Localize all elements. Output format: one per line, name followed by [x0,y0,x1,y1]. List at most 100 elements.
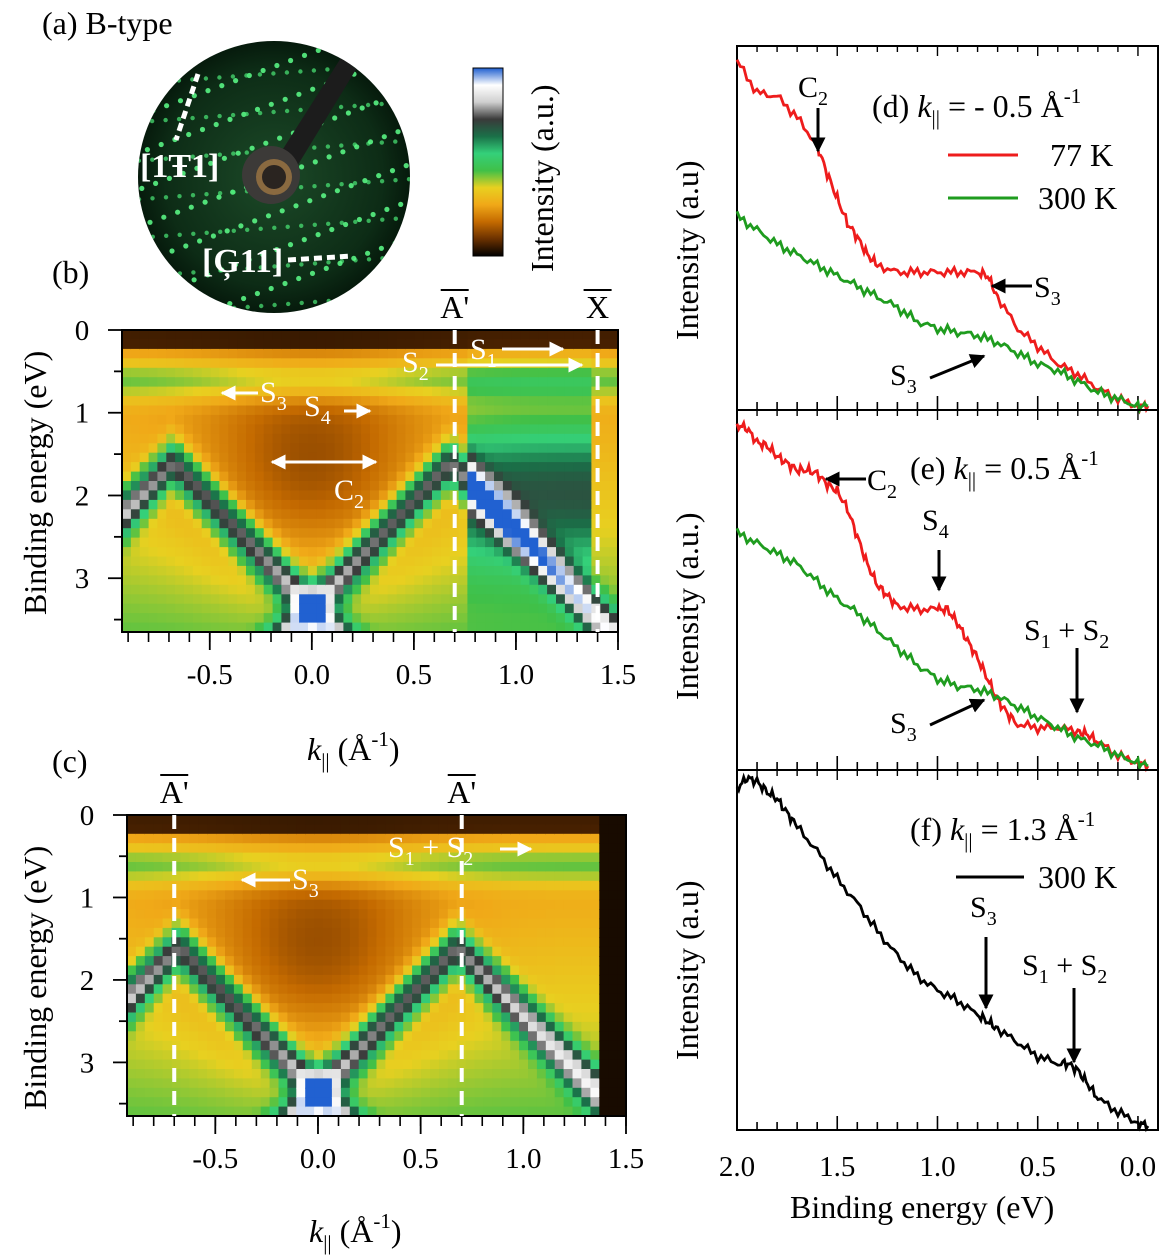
heat-cell [216,927,226,939]
heat-cell [563,880,574,891]
heat-cell [198,899,208,910]
heat-cell [474,1078,485,1089]
panel-d: Intensity (a.u) (d) k|| = - 0.5 Å-1 77 K… [669,45,1159,415]
heat-cell [608,1031,618,1042]
heat-cell [148,348,159,360]
heat-cell [501,984,511,995]
heat-cell [520,509,531,520]
heat-cell [166,556,176,567]
heat-cell [412,1050,422,1061]
heat-cell [175,594,185,605]
leed-spot [59,105,64,110]
heat-cell [361,547,371,558]
heat-cell [376,1050,387,1061]
heat-cell [233,1106,244,1116]
heat-cell [414,622,424,632]
heat-cell [189,984,200,995]
heat-cell [609,584,618,595]
legend-label-77k: 77 K [1050,137,1113,173]
heat-cell [528,946,538,957]
heat-cell [412,927,422,939]
heat-cell [201,433,212,444]
leed-spot [106,51,111,56]
heat-cell [600,330,610,341]
leed-spot [155,69,161,75]
heat-cell [385,852,396,863]
heat-cell [296,1003,306,1014]
leed-spot [252,34,257,39]
heat-cell [467,405,478,416]
heat-cell [299,622,309,632]
heat-cell [331,890,342,901]
leed-spot [277,320,282,325]
heat-cell [502,622,513,632]
heat-cell [184,556,194,567]
heat-cell [467,547,478,558]
heat-cell [162,871,173,882]
heat-cell [127,824,137,835]
heat-cell [414,490,424,501]
heat-cell [139,528,150,539]
heat-cell [207,1097,217,1108]
x-tick-label: 0.5 [396,659,432,691]
heat-cell [432,594,442,605]
leed-spot [82,85,86,89]
heat-cell [564,396,575,407]
heat-cell [358,824,369,835]
leed-spot [561,253,566,258]
heat-cell [423,490,433,501]
ylabel-d: Intensity (a.u) [669,161,705,341]
heat-cell [538,471,548,482]
heat-cell [305,815,315,826]
heat-cell [519,871,529,882]
heat-cell [263,594,274,605]
heat-cell [207,871,217,882]
heat-cell [251,824,262,835]
heat-cell [564,330,575,341]
heat-cell [198,993,208,1004]
heat-cell [572,833,583,844]
heat-cell [483,1012,494,1023]
leed-spot [502,324,506,328]
heat-cell [340,984,351,995]
heat-cell [467,518,478,529]
heat-cell [153,946,164,957]
heat-cell [483,993,494,1004]
heat-cell [281,339,292,350]
heat-cell [228,452,238,463]
svg-text:S3: S3 [890,707,917,746]
leed-spot [123,82,127,86]
heat-cell [251,1059,262,1070]
heat-cell [591,547,602,558]
heat-cell [581,1059,592,1070]
heat-cell [458,396,469,407]
heat-cell [449,481,460,492]
heat-cell [287,852,298,863]
heat-cell [216,1097,226,1108]
heat-cell [440,414,451,426]
heat-cell [510,899,520,910]
heat-cell [432,575,442,586]
heat-cell [590,1087,601,1098]
heat-cell [394,899,404,910]
heat-cell [403,862,413,873]
heat-cell [184,537,194,548]
leed-spot [76,356,81,361]
heat-cell [370,339,380,350]
heat-cell [254,443,265,454]
heat-cell [305,1069,315,1080]
heat-cell [449,433,460,444]
heat-cell [387,386,398,397]
heat-cell [219,490,230,501]
heat-cell [458,339,469,350]
heat-cell [340,1106,351,1116]
heat-cell [272,509,283,520]
heat-cell [184,565,194,577]
leed-spot [325,183,331,188]
heat-cell [378,499,389,511]
heat-cell [254,424,265,435]
heat-cell [216,815,226,826]
leed-spot [453,182,458,187]
heat-cell [376,871,387,882]
leed-spot [219,267,225,273]
